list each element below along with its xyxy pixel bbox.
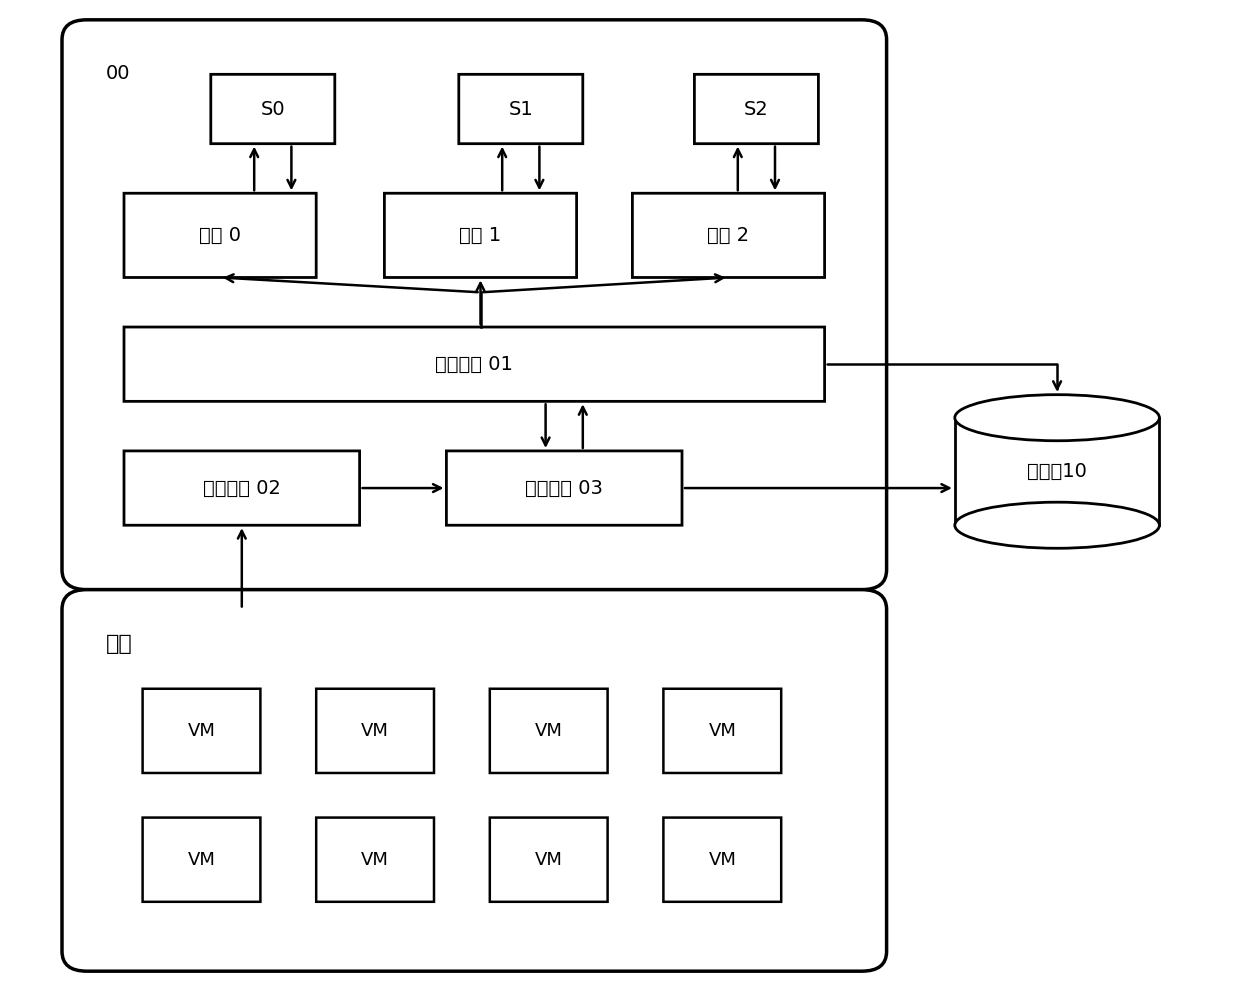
FancyBboxPatch shape: [316, 689, 434, 773]
Text: VM: VM: [534, 721, 563, 740]
Text: VM: VM: [708, 721, 737, 740]
FancyBboxPatch shape: [446, 451, 682, 525]
FancyBboxPatch shape: [124, 193, 316, 277]
Text: 收集模块 02: 收集模块 02: [203, 479, 280, 497]
FancyBboxPatch shape: [384, 193, 577, 277]
Text: 缓存 1: 缓存 1: [460, 226, 501, 245]
FancyBboxPatch shape: [62, 590, 887, 971]
Text: 缓存 2: 缓存 2: [708, 226, 749, 245]
Text: VM: VM: [187, 850, 216, 869]
FancyBboxPatch shape: [459, 74, 583, 144]
FancyBboxPatch shape: [490, 689, 608, 773]
FancyBboxPatch shape: [211, 74, 335, 144]
Text: 数据库10: 数据库10: [1027, 462, 1087, 481]
FancyBboxPatch shape: [124, 451, 360, 525]
FancyBboxPatch shape: [632, 193, 825, 277]
Text: S0: S0: [260, 99, 285, 119]
Text: VM: VM: [187, 721, 216, 740]
FancyBboxPatch shape: [143, 689, 260, 773]
FancyBboxPatch shape: [490, 818, 608, 902]
Text: 策略模块 03: 策略模块 03: [526, 479, 603, 497]
Text: VM: VM: [361, 850, 389, 869]
Text: S2: S2: [744, 99, 769, 119]
Ellipse shape: [955, 394, 1159, 441]
FancyBboxPatch shape: [663, 689, 781, 773]
Text: 缓存 0: 缓存 0: [200, 226, 241, 245]
FancyBboxPatch shape: [124, 327, 825, 401]
Text: VM: VM: [534, 850, 563, 869]
Text: VM: VM: [708, 850, 737, 869]
FancyBboxPatch shape: [143, 818, 260, 902]
FancyBboxPatch shape: [316, 818, 434, 902]
Text: 管理模块 01: 管理模块 01: [435, 355, 513, 374]
FancyBboxPatch shape: [663, 818, 781, 902]
Text: S1: S1: [508, 99, 533, 119]
Text: 00: 00: [105, 64, 130, 83]
FancyBboxPatch shape: [955, 418, 1159, 525]
FancyBboxPatch shape: [694, 74, 818, 144]
Text: 集群: 集群: [105, 634, 133, 654]
Text: VM: VM: [361, 721, 389, 740]
FancyBboxPatch shape: [62, 20, 887, 590]
Ellipse shape: [955, 502, 1159, 548]
